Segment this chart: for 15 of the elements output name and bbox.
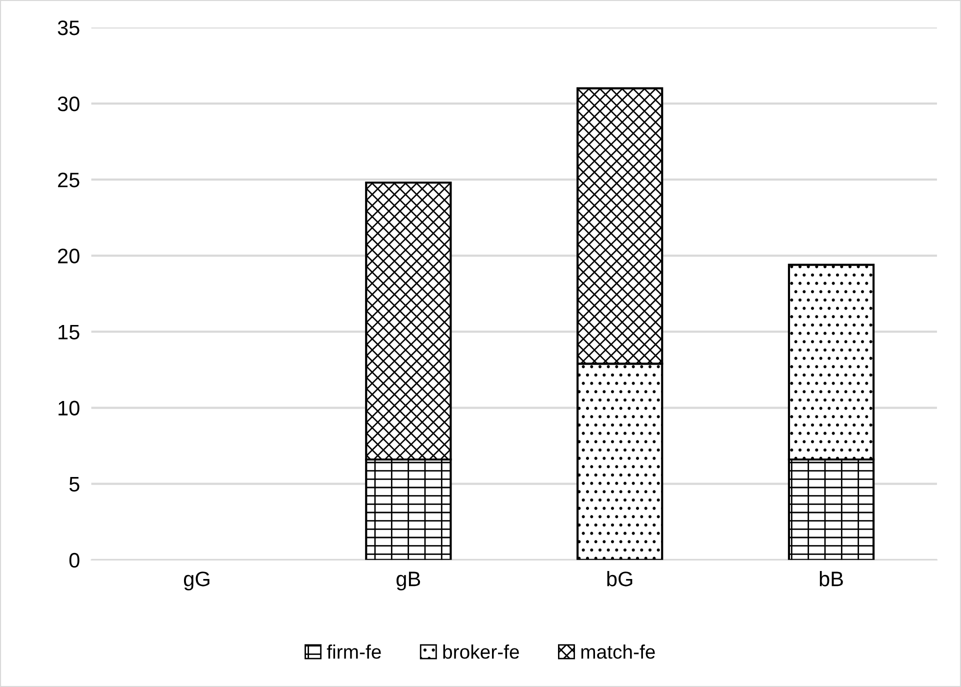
legend-label: broker-fe	[443, 644, 519, 659]
x-tick-label: gG	[184, 572, 210, 590]
y-tick-label: 30	[58, 96, 80, 112]
x-tick-label: gB	[396, 572, 420, 590]
y-tick-label: 20	[58, 248, 80, 264]
x-tick-label: bG	[607, 571, 632, 586]
y-tick-label: 25	[58, 172, 80, 188]
y-tick-label: 5	[69, 477, 80, 492]
x-tick-label: bB	[820, 571, 843, 586]
y-tick-label: 35	[58, 20, 80, 36]
legend-label: match-fe	[581, 644, 655, 659]
y-tick-label: 10	[58, 400, 80, 416]
y-tick-label: 15	[58, 324, 80, 340]
legend-label: firm-fe	[326, 644, 381, 659]
y-tick-label: 0	[69, 552, 80, 568]
